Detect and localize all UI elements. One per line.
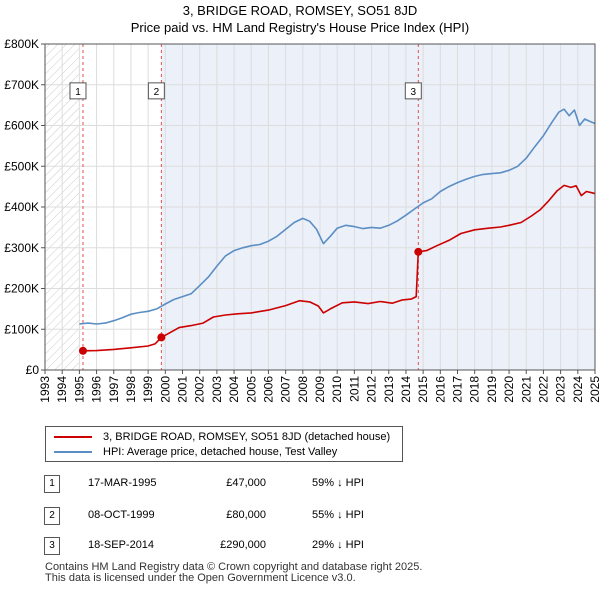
transaction-price: £290,000 xyxy=(220,539,266,551)
x-tick-label: 2018 xyxy=(468,376,482,403)
x-tick-label: 2017 xyxy=(451,376,465,403)
x-tick-label: 2001 xyxy=(176,376,190,403)
transaction-date: 08-OCT-1999 xyxy=(88,509,155,521)
legend-item-hpi: HPI: Average price, detached house, Test… xyxy=(54,445,337,459)
y-tick-label: £100K xyxy=(4,322,39,336)
x-tick-label: 2011 xyxy=(347,376,361,402)
y-tick-label: £700K xyxy=(4,78,39,92)
sale-marker-label: 3 xyxy=(411,87,417,98)
transaction-date: 17-MAR-1995 xyxy=(88,477,157,489)
x-tick-label: 2012 xyxy=(365,376,379,403)
x-tick-label: 2016 xyxy=(433,376,447,403)
x-tick-label: 2008 xyxy=(296,376,310,403)
footer-copyright: Contains HM Land Registry data © Crown c… xyxy=(45,561,423,573)
y-tick-label: £200K xyxy=(4,282,39,296)
x-tick-label: 2019 xyxy=(485,376,499,403)
x-tick-label: 2023 xyxy=(554,376,568,403)
x-tick-label: 2024 xyxy=(571,376,585,403)
x-tick-label: 2005 xyxy=(244,376,258,403)
x-tick-label: 2022 xyxy=(536,376,550,403)
chart-title: 3, BRIDGE ROAD, ROMSEY, SO51 8JD xyxy=(182,3,418,18)
x-tick-label: 2014 xyxy=(399,376,413,403)
x-tick-label: 1996 xyxy=(90,376,104,403)
sale-point xyxy=(157,333,166,342)
transaction-number-badge: 2 xyxy=(44,507,60,525)
x-tick-label: 1997 xyxy=(107,376,121,403)
x-tick-label: 1999 xyxy=(141,376,155,403)
x-tick-label: 1993 xyxy=(38,376,52,403)
transaction-date: 18-SEP-2014 xyxy=(88,539,155,551)
x-tick-label: 1998 xyxy=(124,376,138,403)
sale-marker-box xyxy=(69,82,87,100)
x-tick-label: 2025 xyxy=(588,376,600,403)
legend-item-property: 3, BRIDGE ROAD, ROMSEY, SO51 8JD (detach… xyxy=(54,430,390,444)
property-price-line xyxy=(82,184,595,352)
x-tick-label: 2003 xyxy=(210,376,224,403)
transaction-price: £80,000 xyxy=(226,509,266,521)
transaction-row: 1 17-MAR-1995 £47,000 59% ↓ HPI xyxy=(0,475,600,495)
x-tick-label: 2021 xyxy=(519,376,533,403)
x-tick-label: 2009 xyxy=(313,376,327,403)
y-tick-label: £300K xyxy=(4,241,39,255)
x-tick-label: 2020 xyxy=(502,376,516,403)
y-tick-label: £600K xyxy=(4,119,39,133)
sale-marker-label: 2 xyxy=(154,87,160,98)
sale-marker-label: 1 xyxy=(75,87,81,98)
transaction-price: £47,000 xyxy=(226,477,266,489)
legend-label-property: 3, BRIDGE ROAD, ROMSEY, SO51 8JD (detach… xyxy=(103,431,391,443)
legend-swatch-property xyxy=(54,436,92,438)
sale-point xyxy=(414,247,423,256)
x-tick-label: 2002 xyxy=(193,376,207,403)
chart-subtitle: Price paid vs. HM Land Registry's House … xyxy=(130,20,470,35)
x-tick-label: 1994 xyxy=(55,376,69,403)
sale-point xyxy=(78,346,87,355)
y-tick-label: £400K xyxy=(4,200,39,214)
x-tick-label: 2007 xyxy=(279,376,293,403)
transaction-hpi-diff: 29% ↓ HPI xyxy=(312,539,364,551)
hpi-line xyxy=(79,108,595,325)
legend-swatch-hpi xyxy=(54,451,92,453)
footer-licence: This data is licensed under the Open Gov… xyxy=(45,572,356,584)
sale-marker-box xyxy=(404,82,422,100)
chart-legend: 3, BRIDGE ROAD, ROMSEY, SO51 8JD (detach… xyxy=(45,426,403,462)
price-chart: 1 2 3 £0 £100K £200K £300K £400K £500K £600K £700… xyxy=(4,37,600,403)
y-tick-label: £0 xyxy=(26,363,40,377)
transaction-hpi-diff: 55% ↓ HPI xyxy=(312,509,364,521)
x-tick-label: 2010 xyxy=(330,376,344,403)
transaction-number-badge: 3 xyxy=(44,537,60,555)
sale-marker-box xyxy=(147,82,165,100)
transaction-row: 3 18-SEP-2014 £290,000 29% ↓ HPI xyxy=(0,537,600,557)
transaction-hpi-diff: 59% ↓ HPI xyxy=(312,477,364,489)
y-tick-label: £800K xyxy=(4,37,39,51)
x-tick-label: 2013 xyxy=(382,376,396,403)
x-tick-label: 2015 xyxy=(416,376,430,403)
transaction-row: 2 08-OCT-1999 £80,000 55% ↓ HPI xyxy=(0,507,600,527)
x-tick-label: 2006 xyxy=(261,376,275,403)
legend-label-hpi: HPI: Average price, detached house, Test… xyxy=(103,446,338,458)
x-tick-label: 1995 xyxy=(72,376,86,403)
x-tick-label: 2004 xyxy=(227,376,241,403)
y-tick-label: £500K xyxy=(4,159,39,173)
transaction-number-badge: 1 xyxy=(44,475,60,493)
x-tick-label: 2000 xyxy=(158,376,172,403)
